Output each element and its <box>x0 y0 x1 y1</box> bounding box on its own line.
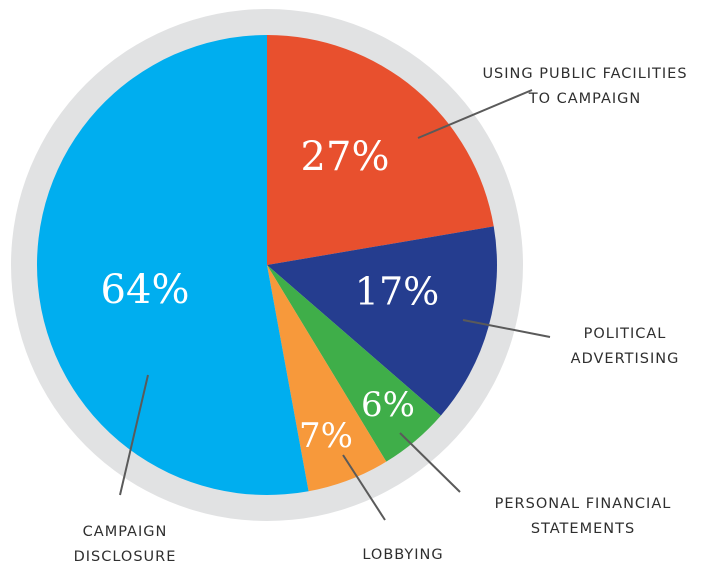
category-label: USING PUBLIC FACILITIES TO CAMPAIGN <box>482 66 688 107</box>
leader-line <box>417 89 533 139</box>
value-label: 64% <box>101 267 190 313</box>
pie-slice <box>267 35 494 265</box>
value-label: 17% <box>355 270 439 314</box>
category-label: CAMPAIGN DISCLOSURE <box>73 524 177 565</box>
category-label: PERSONAL FINANCIAL STATEMENTS <box>494 496 672 537</box>
category-label: POLITICAL ADVERTISING <box>570 326 680 367</box>
leader-line <box>399 432 461 493</box>
pie-slice <box>267 265 387 492</box>
leader-line <box>342 454 386 521</box>
pie-slice <box>267 226 497 416</box>
leader-line <box>119 374 149 496</box>
category-label: LOBBYING <box>362 547 444 563</box>
value-label: 7% <box>299 416 353 456</box>
leader-line <box>462 319 551 338</box>
value-label: 27% <box>301 134 390 180</box>
pie-slice <box>36 35 309 496</box>
pie-slice <box>267 265 441 462</box>
value-label: 6% <box>361 385 415 425</box>
